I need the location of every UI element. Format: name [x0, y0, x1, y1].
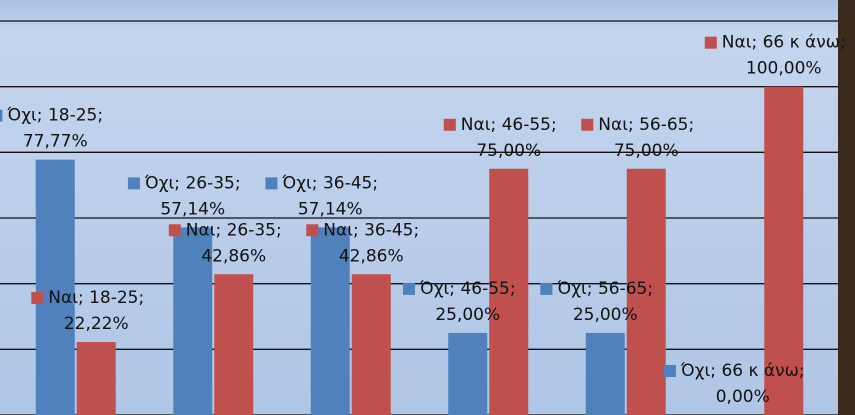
bar	[351, 274, 391, 415]
legend-key	[168, 224, 181, 237]
data-label: Ναι; 56-65; 75,00%	[598, 115, 694, 161]
legend-key	[402, 282, 415, 295]
data-label: Όχι; 18-25; 77,77%	[6, 106, 103, 152]
legend-key	[704, 36, 717, 49]
bar	[35, 159, 75, 415]
legend-key	[443, 118, 456, 131]
data-label: Ναι; 46-55; 75,00%	[461, 115, 557, 161]
data-label: Όχι; 46-55; 25,00%	[419, 279, 516, 325]
bar	[76, 342, 116, 415]
legend-key	[581, 118, 594, 131]
legend-key	[0, 109, 3, 122]
data-label: Όχι; 36-45; 57,14%	[281, 173, 378, 219]
legend-key	[31, 292, 44, 305]
data-label: Όχι; 66 κ άνω; 0,00%	[680, 361, 805, 407]
bar	[214, 274, 254, 415]
bar	[489, 168, 529, 415]
bar	[764, 86, 804, 415]
bar	[310, 227, 350, 415]
bar	[448, 332, 488, 415]
legend-key	[306, 224, 319, 237]
legend-key	[540, 282, 553, 295]
data-label: Ναι; 36-45; 42,86%	[323, 220, 419, 266]
bar	[173, 227, 213, 415]
legend-key	[265, 177, 278, 190]
data-label: Ναι; 26-35; 42,86%	[186, 220, 282, 266]
legend-key	[127, 177, 140, 190]
data-label: Ναι; 66 κ άνω; 100,00%	[722, 33, 846, 79]
data-label: Όχι; 26-35; 57,14%	[144, 173, 241, 219]
bar	[585, 332, 625, 415]
data-label: Όχι; 56-65; 25,00%	[556, 279, 653, 325]
bar	[626, 168, 666, 415]
data-label: Ναι; 18-25; 22,22%	[48, 288, 144, 334]
legend-key	[663, 365, 676, 377]
